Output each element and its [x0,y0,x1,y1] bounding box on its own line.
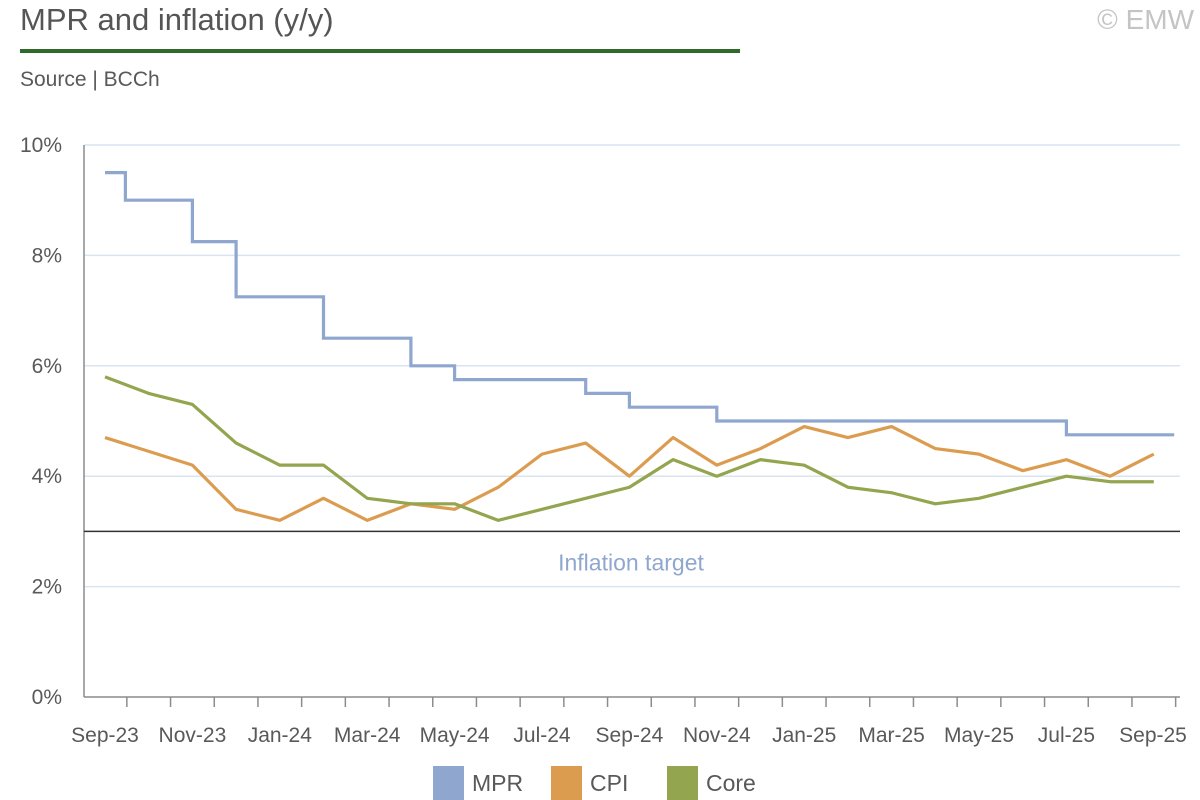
source-label: Source | BCCh [20,68,160,91]
x-tick-label: Nov-24 [683,724,751,747]
x-tick-label: Nov-23 [159,724,227,747]
y-tick-label: 10% [20,134,62,157]
y-tick-label: 0% [32,686,62,709]
legend-label-mpr: MPR [472,769,524,796]
x-tick-label: Jul-25 [1038,724,1095,747]
x-tick-label: Jan-24 [248,724,313,747]
legend-label-core: Core [706,769,756,796]
inflation-target-label: Inflation target [558,549,704,575]
y-tick-label: 4% [32,465,62,488]
x-tick-label: Sep-23 [71,724,139,747]
x-tick-label: May-25 [944,724,1014,747]
series-line-core [104,375,1154,522]
legend-swatch-core [667,766,698,800]
chart-legend: MPR CPI Core [0,766,1200,800]
x-tick-label: Mar-24 [334,724,401,747]
legend-item-core: Core [667,766,756,800]
x-tick-label: Sep-25 [1119,724,1187,747]
legend-item-mpr: MPR [433,766,523,800]
legend-swatch-mpr [433,766,464,800]
x-tick-label: Mar-25 [858,724,925,747]
x-tick-label: Sep-24 [596,724,664,747]
line-chart: 0% 2% 4% 6% 8% 10% Sep-23 Nov-23 Jan-24 Mar-24 May… [20,134,1187,747]
y-tick-label: 2% [32,576,62,599]
series-line-cpi [104,424,1155,522]
x-tick-label: Jan-25 [772,724,836,747]
chart-title: MPR and inflation (y/y) [20,2,334,37]
x-tick-label: Jul-24 [513,724,571,747]
x-tick-label: May-24 [420,724,490,747]
copyright-label: © EMW [1097,4,1194,35]
title-underline [20,49,740,53]
y-tick-label: 6% [32,355,62,378]
y-tick-label: 8% [32,244,62,267]
legend-label-cpi: CPI [590,769,629,796]
legend-item-cpi: CPI [551,766,628,800]
legend-swatch-cpi [551,766,582,800]
series-line-mpr [105,171,1175,437]
